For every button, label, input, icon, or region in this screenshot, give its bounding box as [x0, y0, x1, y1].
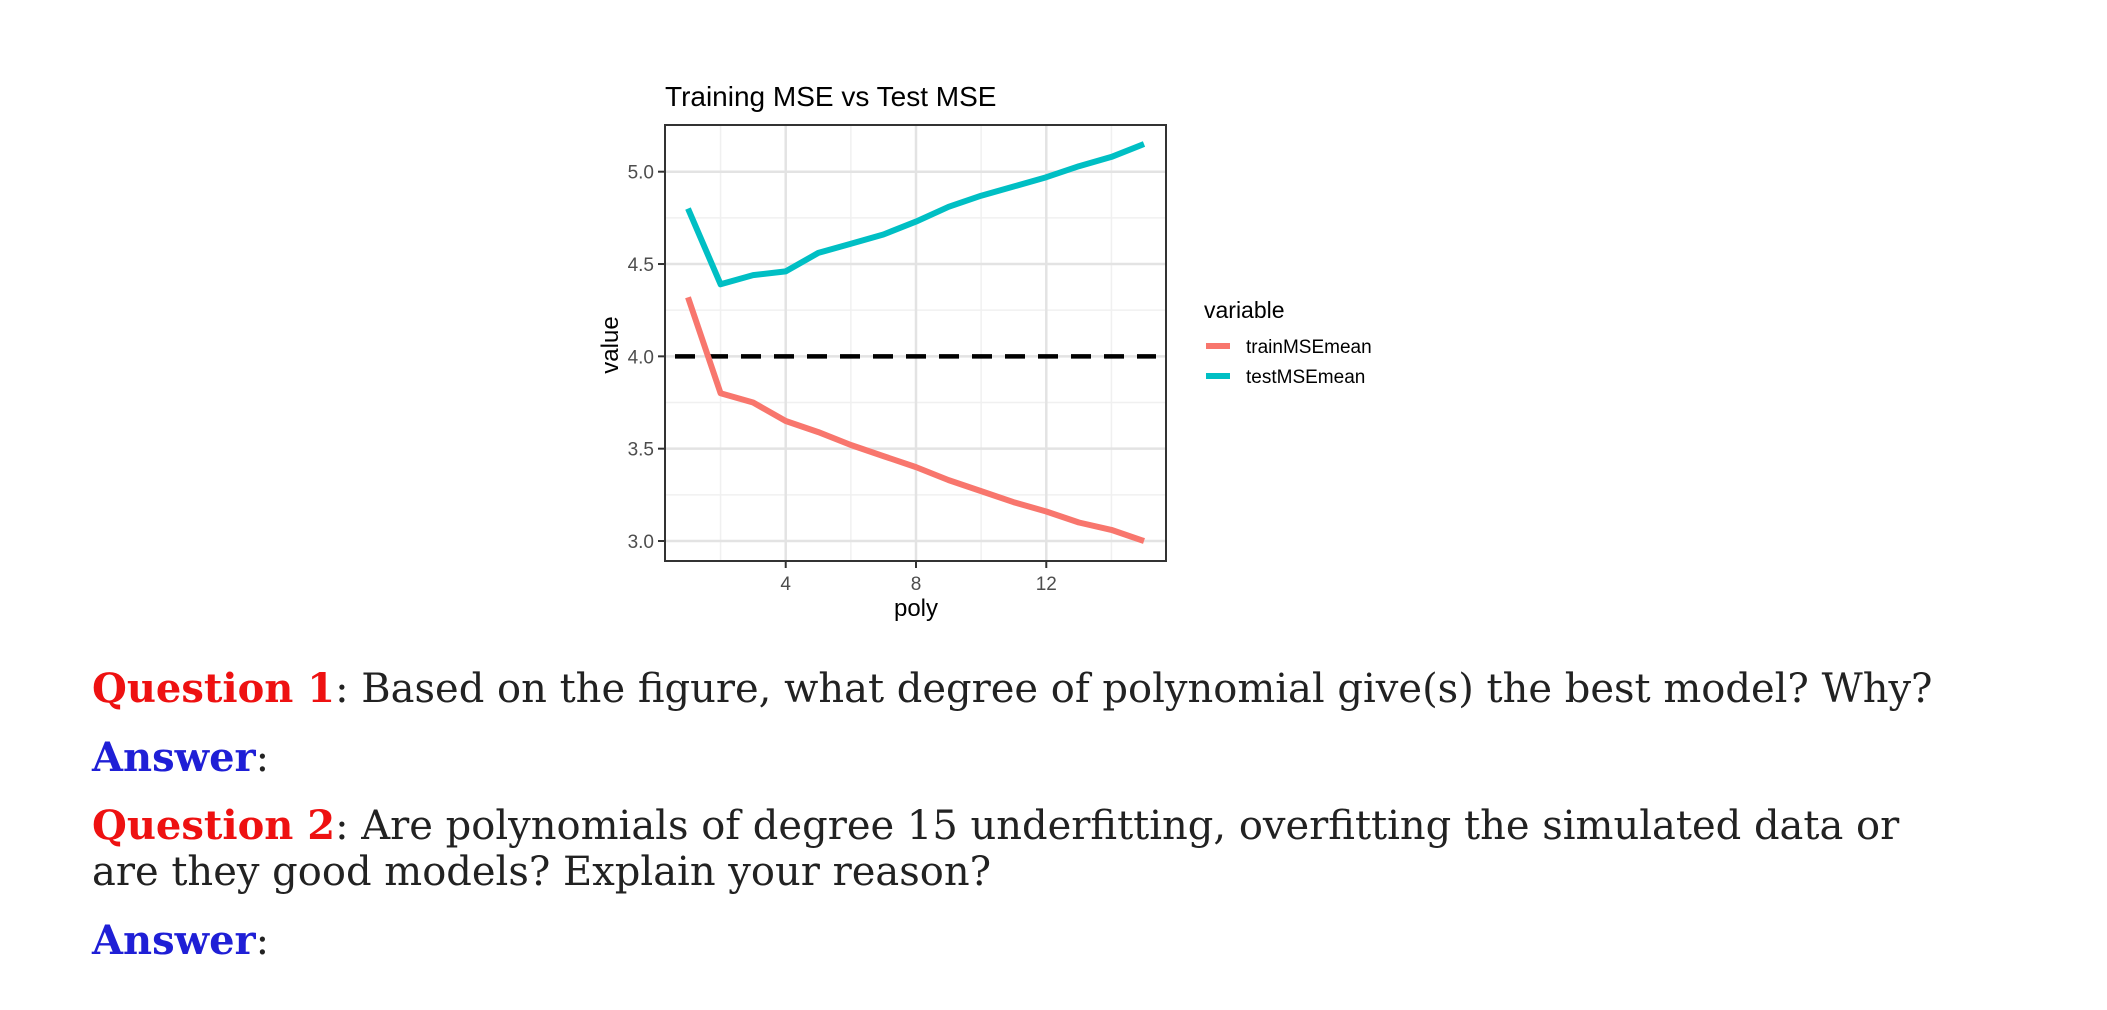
- series-lines: [685, 141, 1146, 544]
- y-axis: 3.0 3.5 4.0 4.5 5.0: [628, 163, 665, 553]
- question-1: Question 1: Based on the figure, what de…: [92, 665, 1947, 713]
- x-tick-label: 4: [780, 574, 791, 595]
- answer-1-label: Answer: [92, 734, 256, 781]
- chart-figure: Training MSE vs Test MSE 3.0 3.5 4.0 4.5 5.0…: [597, 81, 1372, 622]
- question-2-text: : Are polynomials of degree 15 underfitt…: [92, 803, 1900, 895]
- series-line-trainMSEmean: [685, 296, 1145, 544]
- legend-label-trainMSEmean: trainMSEmean: [1246, 337, 1372, 358]
- answer-2-text: :: [255, 918, 270, 964]
- answer-2-label: Answer: [92, 917, 256, 964]
- question-1-text: : Based on the figure, what degree of po…: [335, 666, 1933, 712]
- answer-1-text: :: [255, 735, 270, 781]
- x-tick-label: 12: [1036, 574, 1057, 595]
- y-tick-label: 4.5: [628, 255, 654, 276]
- x-axis-label: poly: [894, 595, 938, 622]
- grid-lines: [665, 125, 1166, 561]
- question-1-label: Question 1: [92, 665, 336, 712]
- legend-label-testMSEmean: testMSEmean: [1246, 367, 1365, 388]
- y-tick-label: 4.0: [628, 347, 654, 368]
- x-axis: 4 8 12: [780, 561, 1057, 595]
- chart-title: Training MSE vs Test MSE: [665, 81, 996, 112]
- y-tick-label: 3.0: [628, 532, 654, 553]
- question-2-label: Question 2: [92, 802, 336, 849]
- y-axis-label: value: [597, 316, 624, 373]
- legend-title: variable: [1204, 297, 1285, 323]
- y-tick-label: 5.0: [628, 163, 654, 184]
- series-line-testMSEmean: [685, 141, 1146, 288]
- legend: variable trainMSEmean testMSEmean: [1204, 297, 1372, 388]
- question-2: Question 2: Are polynomials of degree 15…: [92, 802, 1947, 896]
- y-tick-label: 3.5: [628, 440, 654, 461]
- answer-2: Answer:: [92, 917, 1947, 965]
- answer-1: Answer:: [92, 734, 1947, 782]
- x-tick-label: 8: [911, 574, 922, 595]
